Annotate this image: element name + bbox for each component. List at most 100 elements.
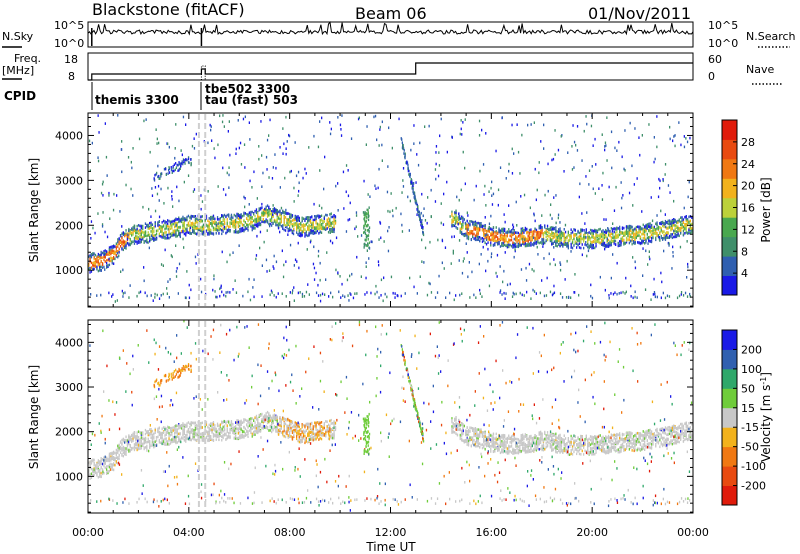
scatter-cell (286, 226, 288, 229)
scatter-cell (131, 437, 133, 441)
scatter-cell (639, 237, 642, 240)
scatter-cell (528, 262, 531, 266)
scatter-cell (456, 195, 458, 199)
scatter-cell (535, 231, 538, 234)
scatter-cell (419, 275, 421, 278)
scatter-cell (563, 170, 565, 173)
scatter-cell (221, 250, 223, 254)
scatter-cell (564, 242, 567, 246)
scatter-cell (374, 292, 376, 296)
scatter-cell (678, 227, 680, 230)
scatter-cell (194, 221, 197, 225)
scatter-cell (633, 183, 635, 186)
scatter-cell (546, 238, 549, 242)
scatter-cell (122, 438, 124, 441)
scatter-cell (121, 454, 123, 457)
scatter-cell (113, 462, 115, 465)
scatter-cell (522, 229, 524, 233)
scatter-cell (527, 123, 529, 127)
scatter-cell (243, 195, 245, 199)
scatter-cell (559, 229, 561, 233)
scatter-cell (96, 260, 98, 263)
scatter-cell (185, 123, 187, 126)
scatter-cell (168, 443, 170, 446)
scatter-cell (158, 438, 160, 442)
scatter-cell (642, 230, 644, 233)
scatter-cell (297, 218, 299, 221)
scatter-cell (537, 230, 539, 234)
scatter-cell (320, 227, 323, 231)
scatter-cell (404, 292, 406, 295)
scatter-cell (345, 230, 348, 233)
scatter-cell (414, 197, 416, 200)
scatter-cell (523, 241, 525, 244)
scatter-cell (587, 240, 589, 244)
scatter-cell (498, 238, 500, 241)
scatter-cell (161, 221, 163, 224)
scatter-cell (379, 128, 381, 131)
scatter-cell (660, 236, 662, 240)
scatter-cell (414, 195, 416, 198)
scatter-cell (186, 158, 188, 162)
scatter-cell (334, 219, 337, 223)
scatter-cell (290, 169, 292, 173)
scatter-cell (367, 234, 370, 237)
scatter-cell (519, 172, 521, 175)
scatter-cell (235, 147, 237, 151)
scatter-cell (691, 228, 693, 231)
scatter-cell (421, 238, 423, 242)
scatter-cell (265, 155, 268, 159)
scatter-cell (158, 441, 160, 444)
scatter-cell (104, 254, 106, 257)
scatter-cell (652, 236, 654, 240)
scatter-cell (566, 244, 568, 248)
scatter-cell (172, 233, 174, 237)
scatter-cell (580, 232, 582, 236)
scatter-cell (607, 228, 610, 231)
scatter-cell (258, 145, 260, 148)
scatter-cell (674, 224, 676, 227)
scatter-cell (662, 220, 664, 224)
scatter-cell (534, 230, 536, 233)
scatter-cell (363, 246, 365, 249)
scatter-cell (454, 218, 456, 222)
scatter-cell (635, 230, 637, 234)
scatter-cell (483, 239, 485, 243)
scatter-cell (304, 218, 306, 221)
scatter-cell (136, 438, 138, 441)
scatter-cell (265, 208, 267, 211)
scatter-cell (106, 174, 108, 177)
scatter-cell (119, 239, 122, 242)
scatter-cell (673, 235, 675, 239)
scatter-cell (644, 228, 646, 231)
scatter-cell (473, 237, 475, 240)
scatter-cell (175, 437, 177, 441)
scatter-cell (551, 229, 553, 232)
scatter-cell (496, 275, 498, 278)
scatter-cell (291, 291, 293, 295)
scatter-cell (189, 438, 191, 442)
scatter-cell (585, 228, 587, 231)
scatter-cell (505, 177, 507, 180)
scatter-cell (571, 145, 573, 148)
scatter-cell (154, 296, 156, 299)
scatter-cell (536, 188, 538, 192)
scatter-cell (355, 211, 358, 214)
scatter-cell (298, 266, 300, 270)
scatter-cell (463, 218, 465, 221)
scatter-cell (240, 221, 242, 225)
scatter-cell (323, 215, 325, 219)
scatter-cell (634, 233, 636, 237)
scatter-cell (686, 219, 689, 222)
scatter-cell (300, 234, 302, 238)
scatter-cell (175, 428, 177, 431)
scatter-cell (490, 243, 492, 247)
scatter-cell (528, 228, 531, 232)
scatter-cell (583, 240, 585, 243)
scatter-cell (567, 233, 569, 237)
scatter-cell (363, 218, 366, 222)
scatter-cell (646, 223, 648, 226)
scatter-cell (522, 242, 524, 245)
scatter-cell (603, 233, 606, 237)
